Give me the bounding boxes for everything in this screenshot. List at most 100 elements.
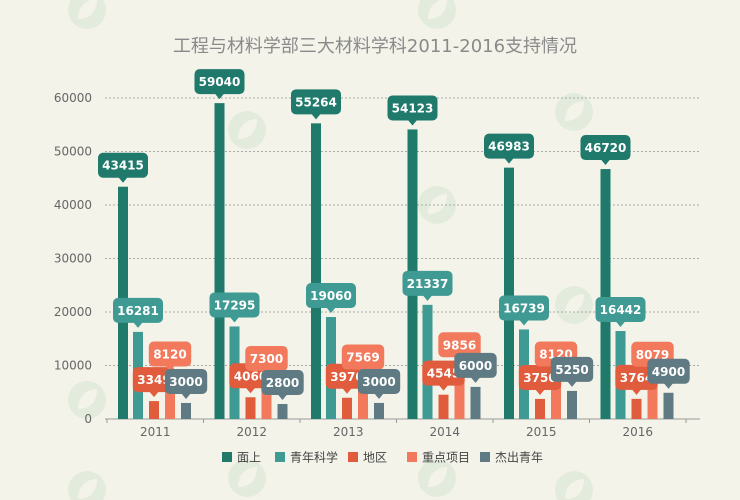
data-label-box [325,363,369,389]
data-label-text: 16739 [503,301,545,315]
data-label: 46720 [580,135,631,166]
data-label-text: 46983 [488,140,530,154]
data-label-pointer [149,391,159,398]
data-label-text: 4900 [652,365,685,379]
data-label-box [387,95,438,121]
data-label: 16281 [113,297,163,328]
data-label: 3000 [357,368,401,399]
bar [631,398,642,419]
leaf-icon [68,471,106,500]
data-label-text: 3750 [523,371,556,385]
data-label: 3000 [164,368,208,399]
data-label-pointer [422,294,433,301]
data-label-pointer [342,387,352,394]
leaf-icon-shape [78,389,97,409]
bar [311,123,321,420]
data-label-text: 54123 [392,101,434,115]
leaf-icon-shape [565,101,584,121]
data-label-pointer [407,119,418,126]
data-label-box [550,356,594,382]
data-label-box [113,297,163,323]
bar [245,397,256,419]
data-label-pointer [229,316,240,323]
data-label-box [402,270,453,296]
legend-label: 面上 [237,451,261,465]
data-label: 4545 [422,360,465,391]
data-label-text: 5250 [555,363,588,377]
leaf-icon-shape [78,0,97,19]
bar [181,402,191,419]
data-label-text: 16281 [117,304,159,318]
legend-label: 青年科学 [290,450,338,465]
leaf-icon-shape [565,479,584,499]
data-label-text: 3764 [620,371,653,385]
x-tick-label: 2012 [236,425,267,439]
leaf-icon [68,381,106,419]
bar [277,404,288,419]
legend-label: 杰出青年 [495,451,543,465]
data-label-text: 3970 [330,370,363,384]
data-label-box [484,133,534,159]
bar [438,394,449,419]
data-label-text: 16442 [600,303,642,317]
legend-label: 地区 [363,451,387,465]
data-label: 19060 [306,283,356,314]
data-label-box [306,283,356,309]
x-tick-label: 2014 [429,425,460,439]
y-tick-label: 0 [84,412,92,426]
data-label: 5250 [550,356,594,387]
legend-item: 青年科学 [275,450,338,465]
data-label-pointer [311,113,321,120]
data-label: 3970 [325,363,369,394]
leaf-icon-shape [565,294,584,314]
data-label-text: 7569 [346,351,379,365]
data-label-pointer [214,93,225,100]
data-label-pointer [504,157,514,164]
x-tick-label: 2015 [526,425,557,439]
leaf-icon [555,286,593,324]
data-label: 4900 [647,358,690,389]
data-label-box [341,344,385,370]
data-label-text: 8079 [636,348,669,362]
data-label: 21337 [402,270,453,301]
bar [374,402,384,419]
leaf-icon [418,459,456,497]
data-label: 8120 [148,341,192,372]
data-label-box [98,152,148,178]
bar [663,392,674,419]
y-tick-label: 20000 [54,305,92,319]
x-tick-label: 2016 [622,425,653,439]
data-label: 59040 [194,69,245,100]
bar [600,169,611,419]
bar [261,379,272,419]
data-label: 7300 [245,345,288,376]
bar [454,366,465,419]
leaf-icon-shape [78,479,97,499]
data-label-text: 2800 [266,376,299,390]
bar [504,167,514,419]
data-label-pointer [165,365,175,372]
chart-title: 工程与材料学部三大材料学科2011-2016支持情况 [173,36,577,57]
data-label: 3750 [518,364,562,395]
leaf-icon-shape [428,467,447,487]
bar [567,390,577,419]
legend-item: 重点项目 [407,451,470,465]
data-label-pointer [519,319,529,326]
data-label-box [422,360,465,386]
data-label-text: 8120 [153,348,186,362]
legend: 面上 青年科学 地区 重点项目 杰出青年 [222,450,543,465]
data-label-pointer [535,388,545,395]
legend-swatch [407,452,417,462]
data-label-text: 21337 [407,277,449,291]
data-label: 16442 [595,297,646,328]
data-label-box [261,370,304,396]
data-label-pointer [277,394,288,401]
legend-item: 杰出青年 [480,451,543,465]
data-label-pointer [631,388,642,395]
data-label-pointer [567,380,577,387]
data-label-box [595,297,646,323]
data-label-text: 55264 [295,95,337,109]
data-label-text: 17295 [214,298,256,312]
data-label-box [245,345,288,371]
data-label-pointer [615,321,626,328]
